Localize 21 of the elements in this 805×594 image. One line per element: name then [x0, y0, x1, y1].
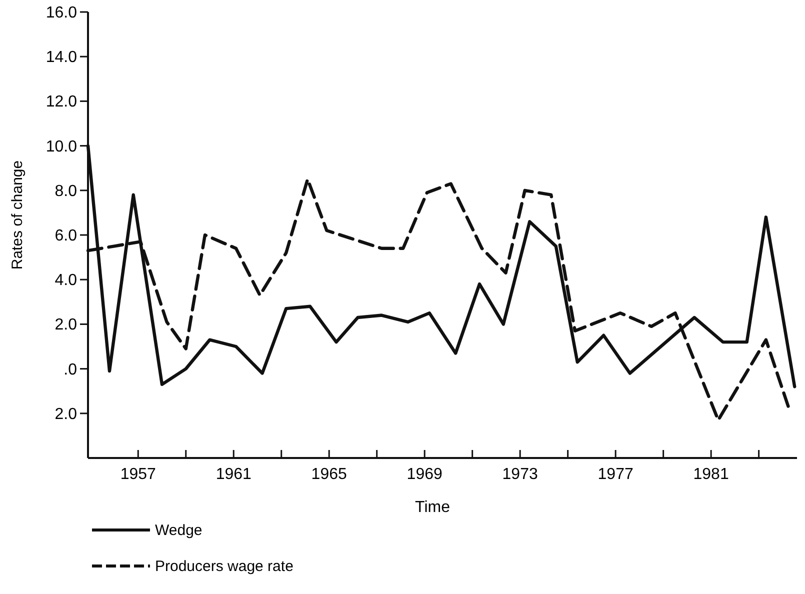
x-tick-label: 1965 — [311, 466, 348, 483]
x-tick-label: 1973 — [502, 466, 538, 483]
legend-label: Producers wage rate — [155, 558, 294, 575]
y-tick-label: 16.0 — [46, 4, 78, 22]
x-axis-title: Time — [415, 499, 450, 516]
y-axis-title: Rates of change — [9, 160, 26, 270]
y-tick-label: 12.0 — [46, 94, 78, 111]
x-tick-label: 1981 — [693, 466, 729, 483]
x-tick-label: 1957 — [120, 466, 156, 483]
y-tick-label: 6.0 — [54, 228, 78, 244]
y-tick-label: .0 — [64, 361, 78, 378]
y-tick-label: 8.0 — [54, 182, 78, 200]
x-tick-label: 1961 — [216, 466, 252, 483]
legend-label: Wedge — [155, 522, 202, 539]
y-tick-label: 2.0 — [54, 316, 78, 334]
y-tick-label: 10.0 — [46, 138, 78, 156]
y-tick-label: 2.0 — [54, 406, 78, 423]
x-tick-label: 1969 — [406, 466, 442, 483]
y-tick-label: 14.0 — [46, 49, 78, 66]
y-tick-label: 4.0 — [54, 272, 78, 290]
x-tick-label: 1977 — [598, 466, 634, 483]
